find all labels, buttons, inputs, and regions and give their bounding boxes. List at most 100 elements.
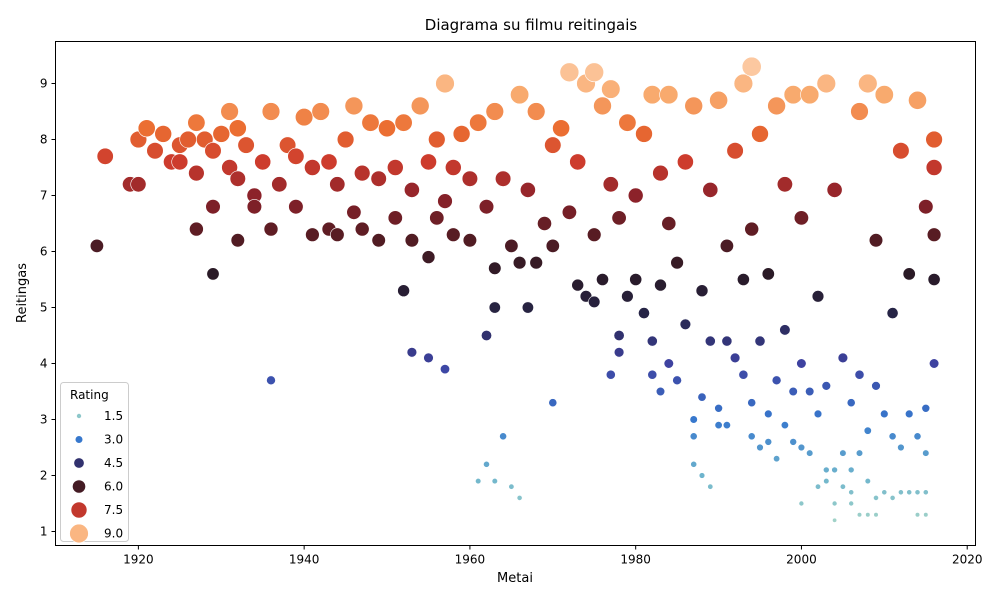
data-point-3 [130,176,147,193]
data-point-91 [520,181,536,198]
data-point-128 [663,358,674,369]
data-point-111 [602,176,619,193]
data-point-155 [737,273,750,286]
data-point-184 [811,290,825,303]
data-point-183 [813,409,823,419]
data-point-150 [719,238,734,253]
data-point-56 [394,113,413,132]
y-tick-label-9: 9 [40,77,48,91]
y-tick-label-6: 6 [40,245,48,259]
data-point-25 [237,136,255,154]
data-point-162 [751,125,769,143]
data-point-196 [848,500,855,507]
data-point-201 [855,449,864,457]
data-point-176 [797,443,806,452]
data-point-85 [508,483,515,490]
data-point-147 [709,90,729,110]
data-point-159 [744,221,760,237]
data-point-71 [452,125,471,143]
data-point-189 [832,517,838,523]
chart-title: Diagrama su filmu reitingais [425,16,638,34]
data-point-6 [146,142,164,160]
data-point-119 [627,187,644,204]
data-point-116 [621,290,634,303]
data-point-77 [480,329,492,341]
data-point-17 [205,199,221,215]
data-point-48 [354,164,371,182]
data-point-127 [652,164,669,182]
y-tick-label-2: 2 [40,469,48,483]
data-point-50 [371,233,386,248]
data-point-225 [914,489,921,496]
data-point-144 [702,181,719,198]
y-axis: 1 2 3 4 5 6 7 8 9 [40,77,56,539]
data-point-206 [863,426,872,435]
data-point-192 [826,181,843,198]
x-tick-label-2020: 2020 [952,553,983,567]
legend-marker-3 [72,479,86,494]
x-tick-label-1960: 1960 [455,553,486,567]
data-point-108 [596,273,609,286]
data-point-69 [444,159,462,176]
data-point-54 [386,159,404,176]
data-point-52 [378,119,396,138]
data-point-167 [771,375,782,386]
data-point-177 [796,358,807,369]
data-point-62 [421,250,436,264]
data-point-114 [613,329,625,341]
legend-box [60,382,129,542]
data-point-140 [697,392,707,402]
data-point-171 [776,176,793,193]
data-point-61 [423,352,434,364]
plot-points [89,56,943,523]
data-point-208 [873,494,879,501]
data-point-235 [925,130,943,149]
data-point-145 [714,421,723,430]
data-point-124 [642,85,662,105]
y-tick-label-1: 1 [40,525,48,539]
data-point-168 [767,96,786,116]
x-tick-label-1920: 1920 [123,553,154,567]
data-point-13 [187,113,206,132]
data-point-12 [189,221,204,237]
legend: Rating 1.5 3.0 4.5 6.0 7.5 9.0 [60,382,129,544]
data-point-204 [865,512,871,518]
data-point-51 [370,170,387,187]
data-point-95 [548,398,558,408]
data-point-234 [925,159,943,176]
data-point-212 [881,489,888,496]
data-point-70 [446,227,461,242]
data-point-160 [756,443,764,452]
data-point-96 [544,136,562,154]
data-point-88 [510,85,530,105]
data-point-46 [346,204,362,220]
data-point-24 [228,119,247,138]
data-point-1 [96,147,114,165]
data-point-130 [659,85,679,105]
data-point-178 [793,210,809,226]
data-point-122 [647,369,658,380]
data-point-232 [918,199,934,215]
data-point-205 [864,478,871,485]
data-point-163 [764,438,773,446]
data-point-228 [923,512,929,518]
data-point-202 [854,369,865,380]
data-point-213 [880,409,889,419]
data-point-151 [729,352,741,364]
y-tick-label-3: 3 [40,413,48,427]
data-point-39 [311,102,330,121]
data-point-93 [526,102,546,121]
data-point-129 [661,216,677,231]
data-point-30 [263,221,279,237]
data-point-197 [848,489,855,496]
x-tick-label-1980: 1980 [620,553,651,567]
data-point-165 [761,267,775,281]
data-point-182 [814,483,821,490]
data-point-97 [545,238,560,253]
data-point-107 [586,227,602,242]
data-point-211 [868,233,884,248]
data-point-109 [593,96,612,116]
data-point-195 [837,352,849,364]
data-point-187 [821,381,831,391]
data-point-120 [638,307,650,319]
